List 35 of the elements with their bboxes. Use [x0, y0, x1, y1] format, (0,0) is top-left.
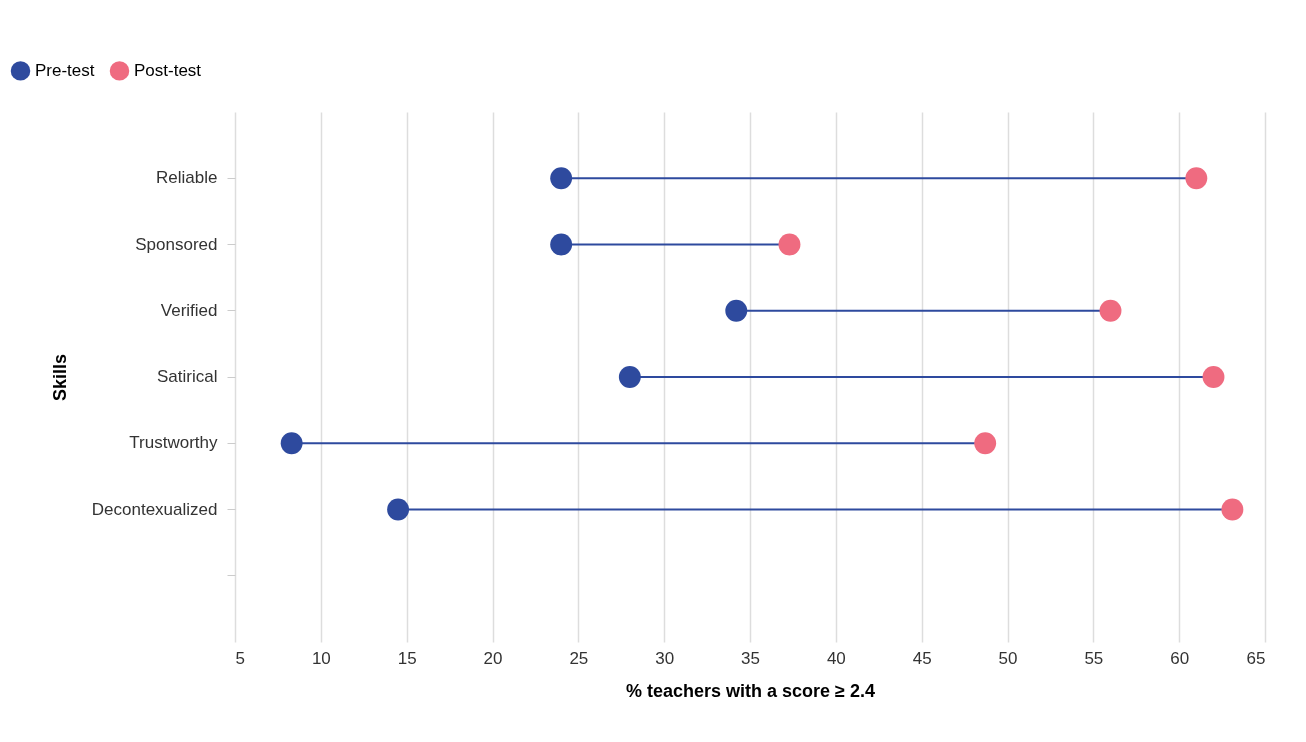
legend-label: Pre-test — [35, 60, 95, 80]
x-axis-title: % teachers with a score ≥ 2.4 — [626, 680, 875, 701]
point — [1221, 498, 1244, 521]
point — [550, 233, 573, 256]
point — [618, 366, 641, 388]
point — [974, 432, 997, 455]
x-tick-label: 15 — [397, 648, 417, 668]
x-tick-label: 30 — [655, 648, 675, 668]
point — [1202, 366, 1225, 388]
y-tick-label: Satirical — [157, 367, 218, 386]
x-tick-label: 60 — [1170, 648, 1190, 668]
x-tick-label: 35 — [741, 648, 760, 668]
y-axis-title: Skills — [49, 353, 70, 402]
x-tick-label: 25 — [569, 648, 589, 668]
y-tick-label: Sponsored — [135, 234, 218, 254]
x-tick-label: 45 — [912, 648, 932, 668]
point — [280, 432, 303, 455]
point — [725, 299, 748, 322]
x-tick-label: 10 — [311, 648, 331, 668]
point — [1185, 167, 1208, 190]
y-tick-label: Decontexualized — [91, 499, 218, 519]
x-tick-label: 55 — [1084, 648, 1104, 668]
point — [1099, 299, 1122, 322]
point — [778, 233, 801, 256]
x-tick-label: 40 — [826, 648, 846, 668]
y-tick-label: Reliable — [156, 168, 218, 188]
x-tick-label: 5 — [235, 648, 245, 668]
x-tick-label: 50 — [998, 648, 1018, 668]
x-tick-label: 20 — [483, 648, 503, 668]
point — [550, 167, 573, 190]
x-tick-label: 65 — [1246, 648, 1266, 668]
y-tick-label: Verified — [160, 300, 218, 320]
y-tick-label: Trustworthy — [129, 433, 218, 453]
point — [387, 498, 410, 521]
legend-label: Post-test — [134, 60, 202, 80]
